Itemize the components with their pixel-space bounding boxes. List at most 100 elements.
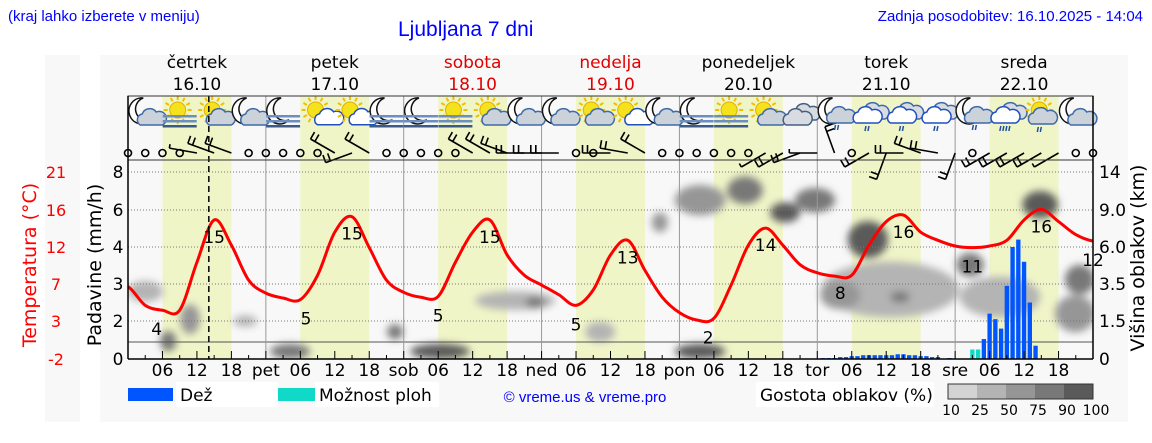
weather-icon-moon-fog <box>403 97 438 128</box>
rain-icon <box>1039 126 1043 133</box>
wind-feather <box>447 131 454 140</box>
cloud-icon <box>1027 107 1059 125</box>
sun-ray <box>337 102 342 106</box>
cloud-blob <box>1064 264 1093 295</box>
wind-feather <box>770 154 775 163</box>
wind-feather <box>168 144 171 149</box>
x-axis-labels: 06 12 18 pet 06 12 18 sob 06 12 18 ned 06 12 18 pon 06 12… <box>152 361 1070 381</box>
wind-feather <box>909 140 913 149</box>
wind-feather <box>753 159 760 168</box>
hour-tick-label: 18 <box>221 361 243 381</box>
fog-icon <box>266 115 301 118</box>
rain-icon <box>999 125 1002 132</box>
cloud-blob <box>674 184 726 216</box>
wind-feather <box>309 131 316 140</box>
wind-shaft <box>447 138 474 154</box>
fog-icon <box>369 120 404 123</box>
wind-feather <box>964 157 971 165</box>
cloud-blob <box>387 324 404 340</box>
wind-shaft <box>169 147 198 154</box>
hour-tick-label: 12 <box>324 361 346 381</box>
day-name: sobota <box>444 53 502 73</box>
sun-ray <box>358 102 363 106</box>
temperature-label: 16 <box>893 223 915 243</box>
hour-tick-label: 12 <box>462 361 484 381</box>
wind-calm-icon <box>399 148 409 158</box>
precipitation-tick: 3 <box>113 275 124 295</box>
day-name: sreda <box>1001 53 1048 73</box>
fog-icon <box>162 125 197 128</box>
left-axis-panel <box>45 55 80 422</box>
temperature-label: 5 <box>301 310 312 330</box>
sun-ray <box>1031 97 1036 102</box>
rain-bar <box>912 355 918 359</box>
wind-calm-icon <box>675 148 684 158</box>
weather-icon-moon-fog <box>679 97 714 128</box>
cloud-height-tick: 3.5 <box>1099 275 1126 295</box>
weather-icons-row <box>128 96 1098 133</box>
wind-shaft <box>600 147 628 154</box>
wind-calm-icon <box>158 148 167 158</box>
wind-barb-icon <box>309 131 336 154</box>
sun-ray <box>480 97 484 102</box>
weather-icon-moon-cloud <box>541 97 581 126</box>
sun-ray <box>767 97 772 102</box>
hour-tick-label: 06 <box>565 361 587 381</box>
wind-feather <box>844 157 850 165</box>
wind-feather <box>464 131 471 140</box>
temperature-tick: 21 <box>46 163 66 182</box>
wind-shaft <box>773 152 801 164</box>
sun-ray <box>461 102 467 106</box>
wind-shaft <box>824 126 836 154</box>
region-hint[interactable]: (kraj lahko izberete v meniju) <box>8 8 200 25</box>
fog-icon <box>403 120 438 123</box>
hour-tick-label: 12 <box>875 361 897 381</box>
precipitation-tick: 4 <box>113 238 124 258</box>
copyright-link[interactable]: © vreme.us & vreme.pro <box>504 389 667 406</box>
cloud-icon <box>921 106 952 124</box>
density-level-label: 75 <box>1029 403 1047 419</box>
precipitation-axis-title: Padavine (mm/h) <box>84 184 106 347</box>
wind-barb-icon <box>620 131 646 154</box>
wind-feather <box>840 159 846 168</box>
wind-barb-icon <box>447 131 474 154</box>
legend-showers-swatch <box>278 388 322 401</box>
temperature-label: 2 <box>703 328 714 348</box>
sun-ray <box>629 97 634 102</box>
weather-icon-sun-cloud-rain <box>1025 96 1059 133</box>
sun-ray <box>165 102 170 106</box>
fog-icon <box>266 120 301 123</box>
weather-icon-sun-fog <box>162 96 197 128</box>
weather-icon-moon-cloud-rain <box>817 97 857 131</box>
precipitation-tick: 6 <box>113 201 124 221</box>
sun-ray <box>307 118 312 123</box>
sun-disc <box>444 101 462 119</box>
rain-icon <box>1005 125 1008 132</box>
wind-feather <box>893 135 898 144</box>
temperature-tick: 3 <box>51 312 61 331</box>
wind-calm-icon <box>313 148 322 158</box>
fog-icon <box>438 120 473 123</box>
sun-ray <box>342 97 346 102</box>
hour-tick-label: 12 <box>738 361 760 381</box>
sun-ray <box>613 102 618 106</box>
wind-barb-icon <box>204 135 232 154</box>
day-date: 18.10 <box>448 75 497 95</box>
day-date: 16.10 <box>173 75 222 95</box>
cloud-height-tick: 14 <box>1099 163 1121 183</box>
hour-tick-label: 06 <box>841 361 863 381</box>
cloud-icon <box>852 106 883 124</box>
wind-feather <box>624 134 630 142</box>
cloud-height-tick: 1.5 <box>1099 312 1126 332</box>
wind-calm-icon <box>744 148 753 158</box>
day-date: 17.10 <box>310 75 359 95</box>
cloud-density-scale: 10 25 50 75 90 100 <box>942 383 1110 419</box>
hour-tick-label: 18 <box>910 361 932 381</box>
wind-feather <box>604 140 608 150</box>
sun-disc <box>720 101 738 119</box>
cloud-icon <box>990 106 1021 124</box>
sun-ray <box>457 97 462 102</box>
density-level-label: 100 <box>1083 403 1110 419</box>
rain-bar <box>843 357 849 359</box>
